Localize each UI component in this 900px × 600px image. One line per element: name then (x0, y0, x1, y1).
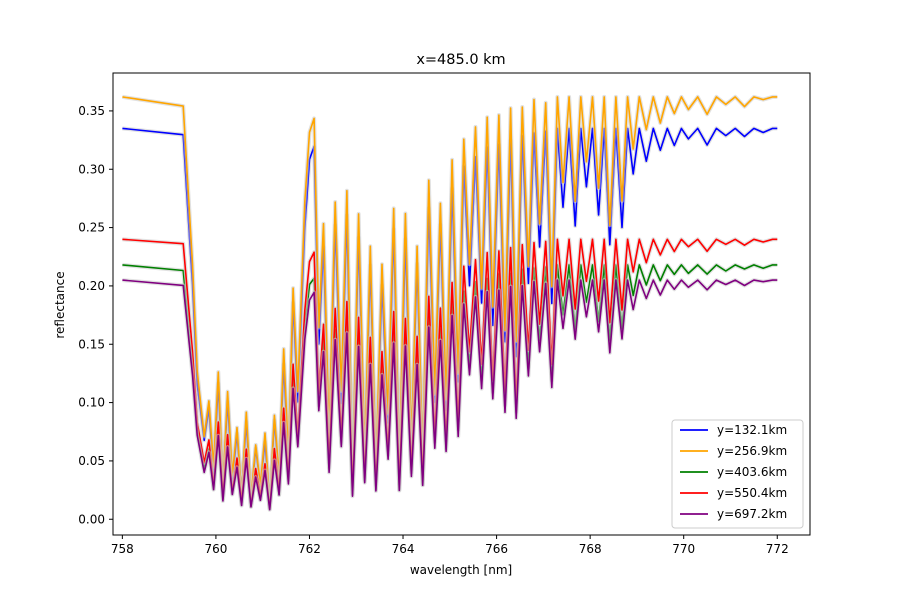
legend-label: y=550.4km (717, 486, 787, 500)
x-tick-label: 764 (392, 542, 415, 556)
x-tick-label: 762 (298, 542, 321, 556)
legend-label: y=403.6km (717, 465, 787, 479)
x-tick-label: 770 (672, 542, 695, 556)
legend-box (671, 419, 804, 529)
plot-frame (112, 72, 811, 536)
y-tick-label: 0.15 (78, 337, 105, 351)
y-axis-label: reflectance (53, 271, 67, 338)
x-tick-label: 766 (485, 542, 508, 556)
chart-title: x=485.0 km (416, 52, 505, 68)
legend-label: y=256.9km (717, 444, 787, 458)
series-line (122, 279, 778, 511)
x-tick-label: 760 (204, 542, 227, 556)
y-tick-label: 0.35 (78, 104, 105, 118)
x-axis: 758 760 762 764 766 768 770 772 (111, 535, 789, 556)
y-tick-label: 0.00 (78, 512, 105, 526)
y-tick-label: 0.05 (78, 454, 105, 468)
plot-area (122, 94, 778, 512)
x-tick-label: 768 (579, 542, 602, 556)
y-tick-label: 0.10 (78, 396, 105, 410)
y-axis: 0.00 0.05 0.10 0.15 0.20 0.25 0.30 0.35 (78, 104, 113, 526)
x-tick-label: 758 (111, 542, 134, 556)
y-tick-label: 0.30 (78, 162, 105, 176)
x-axis-label: wavelength [nm] (410, 563, 512, 577)
legend-label: y=697.2km (717, 507, 787, 521)
legend-label: y=132.1km (717, 423, 787, 437)
legend: y=132.1km y=256.9km y=403.6km y=550.4km y=69… (671, 419, 804, 529)
x-tick-label: 772 (766, 542, 789, 556)
y-tick-label: 0.25 (78, 221, 105, 235)
y-tick-label: 0.20 (78, 279, 105, 293)
